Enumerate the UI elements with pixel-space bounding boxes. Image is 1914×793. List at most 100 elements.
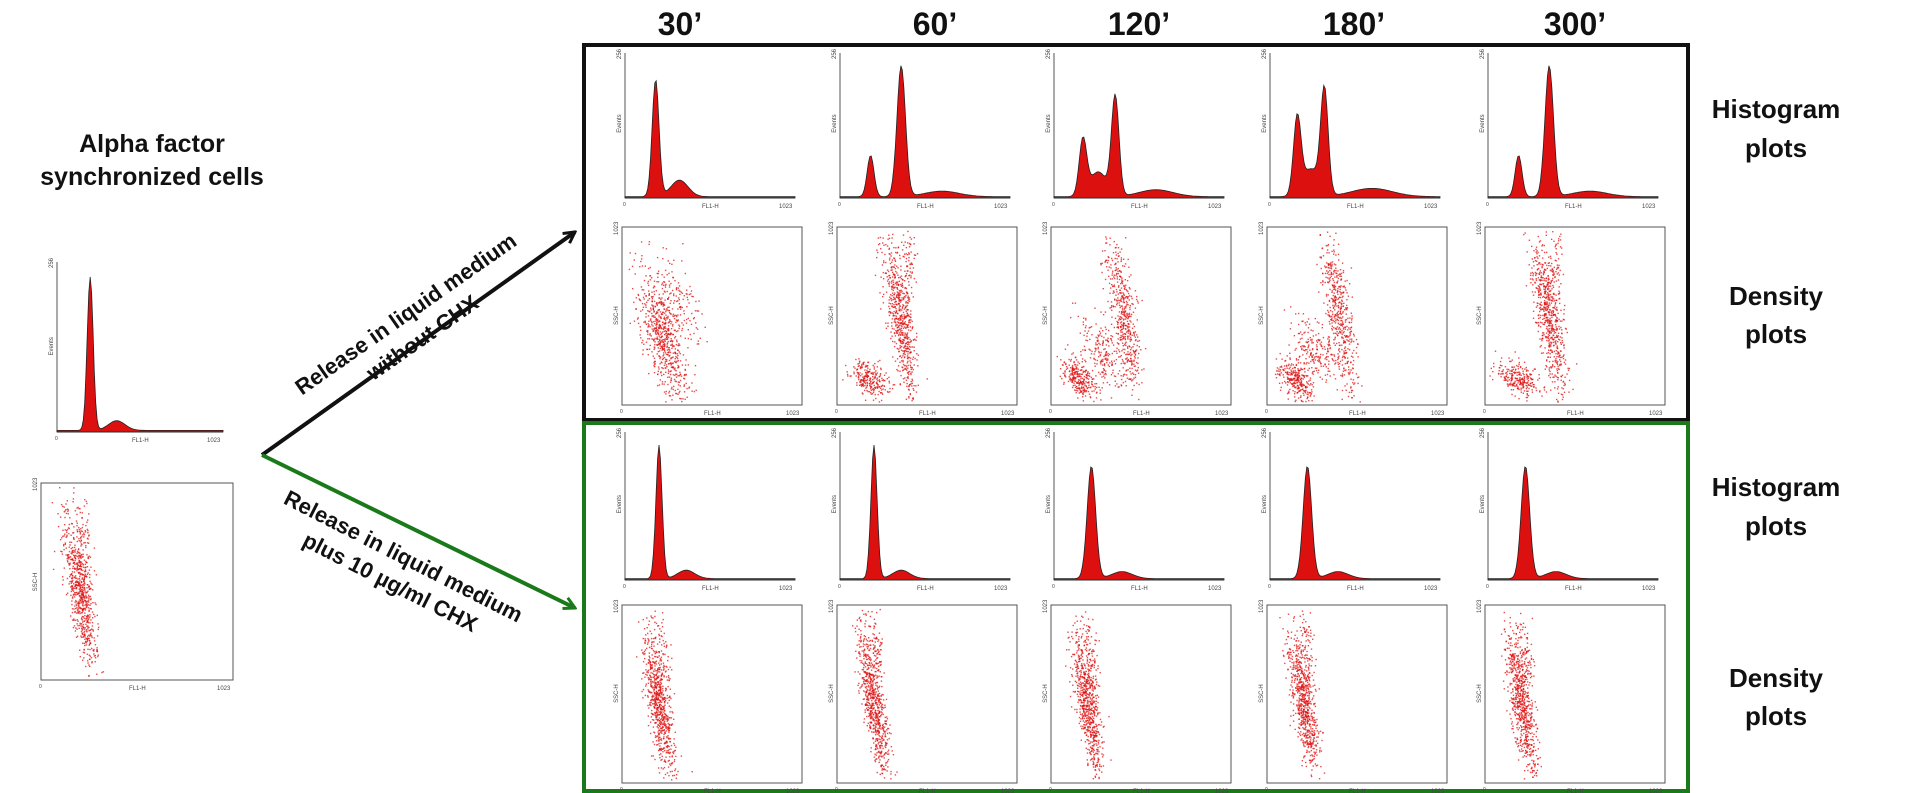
density-dot — [670, 363, 672, 365]
density-dot — [79, 583, 81, 585]
density-dot — [1108, 329, 1110, 332]
density-dot — [866, 386, 868, 388]
density-dot — [1068, 364, 1070, 366]
density-dot — [662, 247, 664, 249]
density-dot — [670, 333, 672, 335]
density-dot — [1127, 332, 1130, 334]
density-dot — [1089, 357, 1092, 359]
density-dot — [900, 318, 902, 320]
density-dot — [1552, 329, 1555, 331]
density-dot — [642, 296, 645, 299]
density-dot — [1080, 354, 1082, 356]
density-dot — [1104, 372, 1107, 375]
density-dot — [1556, 329, 1558, 331]
density-dot — [1286, 373, 1289, 376]
density-dot — [1098, 371, 1100, 374]
density-frame — [40, 482, 234, 681]
density-dot — [82, 599, 84, 601]
density-dot — [1333, 339, 1335, 341]
density-dot — [664, 269, 667, 272]
density-dot — [872, 382, 874, 384]
density-dot — [1116, 320, 1118, 323]
density-dot — [661, 381, 664, 383]
density-dot — [92, 617, 94, 619]
hist-ymax-label: 256 — [832, 48, 838, 59]
density-dot — [663, 326, 666, 329]
density-dot — [889, 253, 891, 256]
density-dot — [1298, 341, 1301, 343]
density-dot — [93, 640, 96, 642]
density-dot — [1137, 362, 1139, 365]
density-dot — [651, 324, 653, 326]
density-dot — [1541, 244, 1544, 246]
density-dot — [83, 617, 85, 619]
density-dot — [1060, 359, 1062, 361]
density-dot — [1532, 284, 1534, 286]
density-dot — [89, 595, 91, 598]
density-dot — [1320, 282, 1322, 284]
density-dot — [668, 306, 670, 308]
density-dot — [663, 357, 666, 359]
density-dot — [1082, 370, 1085, 373]
density-dot — [891, 261, 893, 263]
density-dot — [1323, 302, 1325, 304]
density-dot — [1311, 348, 1314, 350]
density-dot — [1102, 358, 1104, 361]
density-dot — [1138, 339, 1141, 342]
density-dot — [96, 647, 98, 649]
density-dot — [72, 594, 75, 596]
density-dot — [1295, 358, 1298, 360]
density-dot — [1346, 383, 1348, 385]
density-dot — [1550, 367, 1553, 369]
density-dot — [895, 324, 897, 326]
density-dot — [661, 349, 663, 351]
density-dot — [888, 314, 891, 317]
density-dot — [1295, 347, 1297, 350]
density-dot — [82, 574, 84, 576]
density-dot — [1115, 254, 1118, 256]
density-dot — [1075, 385, 1078, 388]
density-dot — [1333, 284, 1335, 286]
density-dot — [640, 310, 642, 312]
density-dot — [1341, 319, 1343, 322]
density-dot — [860, 384, 862, 386]
density-dot — [901, 323, 903, 325]
density-dot — [1122, 336, 1125, 338]
density-dot — [1063, 381, 1065, 384]
density-dot — [678, 297, 680, 299]
density-dot — [1547, 330, 1549, 332]
density-dot — [906, 332, 909, 334]
density-dot — [79, 560, 81, 563]
density-dot — [910, 362, 912, 364]
density-dot — [1110, 397, 1113, 399]
density-dot — [1316, 321, 1319, 323]
density-dot — [687, 364, 690, 366]
density-dot — [1287, 372, 1289, 374]
density-dot — [76, 623, 78, 625]
density-dot — [1096, 386, 1098, 389]
density-dot — [647, 284, 650, 287]
density-dot — [1136, 295, 1138, 298]
density-dot — [1547, 322, 1549, 324]
density-dot — [93, 650, 95, 652]
density-dot — [1317, 339, 1320, 341]
density-dot — [677, 308, 679, 310]
density-dot — [899, 346, 902, 348]
density-dot — [1279, 366, 1281, 368]
density-dot — [1331, 358, 1333, 360]
density-dot — [74, 559, 76, 562]
density-dot — [89, 633, 91, 636]
density-dot — [902, 342, 904, 344]
density-dot — [1338, 301, 1341, 303]
density-dot — [1329, 277, 1331, 279]
row-label-density-upper: Density — [1729, 281, 1823, 311]
density-dot — [879, 387, 882, 389]
density-dot — [1348, 391, 1351, 394]
density-dot — [1099, 392, 1101, 394]
density-dot — [863, 377, 865, 380]
density-dot — [80, 569, 82, 571]
density-dot — [82, 534, 84, 536]
density-dot — [1339, 311, 1342, 313]
density-dot — [902, 234, 905, 236]
density-dot — [1076, 373, 1078, 375]
